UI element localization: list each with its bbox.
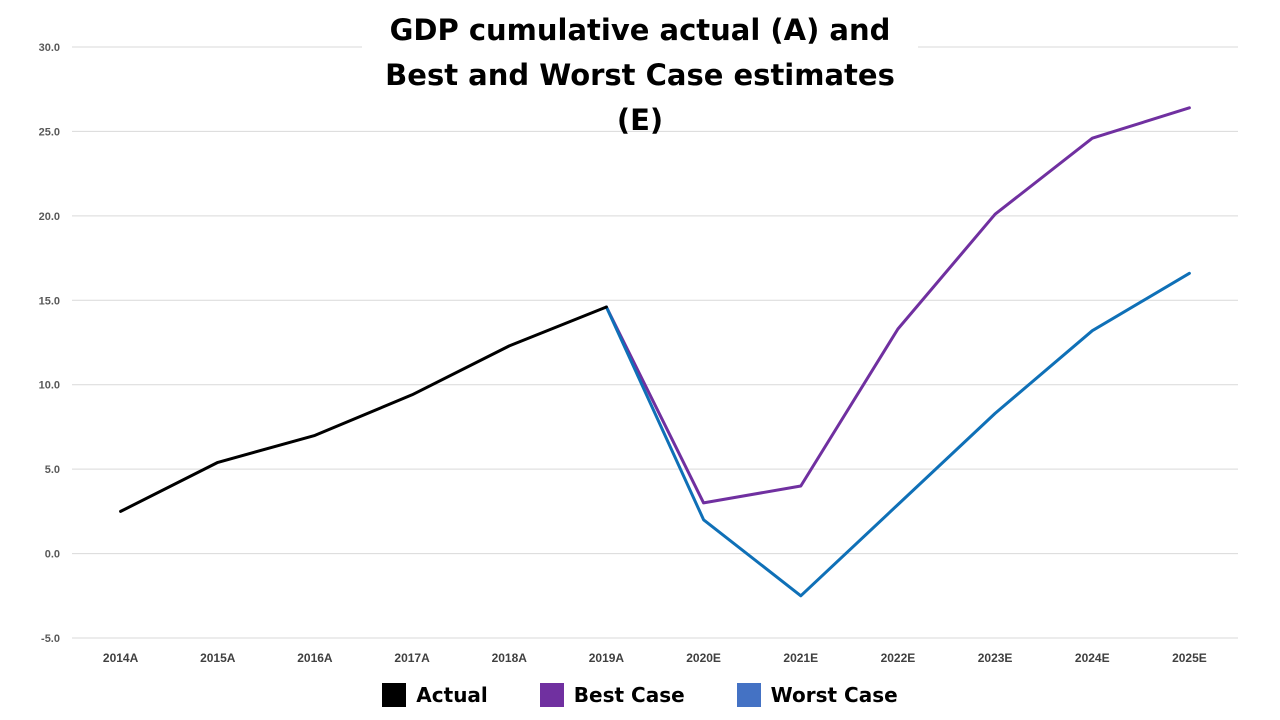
chart-title-line-2: Best and Worst Case estimates (E) — [385, 58, 895, 137]
y-tick-label: 25.0 — [39, 126, 60, 138]
x-axis-ticks: 2014A 2015A 2016A 2017A 2018A 2019A 2020E 2021E… — [103, 651, 1207, 665]
y-tick-label: 30.0 — [39, 42, 60, 54]
legend: Actual Best Case Worst Case — [0, 678, 1280, 712]
legend-item-best-case: Best Case — [539, 683, 685, 707]
x-tick-label: 2017A — [394, 651, 430, 665]
y-tick-label: 5.0 — [45, 464, 60, 476]
legend-item-worst-case: Worst Case — [736, 683, 898, 707]
legend-swatch-best-case — [539, 683, 564, 707]
x-tick-label: 2016A — [297, 651, 333, 665]
x-tick-label: 2018A — [492, 651, 528, 665]
x-tick-label: 2021E — [783, 651, 818, 665]
x-tick-label: 2022E — [881, 651, 916, 665]
title-background — [362, 4, 918, 100]
legend-label-actual: Actual — [416, 683, 488, 707]
x-tick-label: 2025E — [1172, 651, 1207, 665]
legend-swatch-actual — [382, 683, 407, 707]
chart-title-line-1: GDP cumulative actual (A) and — [389, 13, 891, 47]
legend-swatch-worst-case — [736, 683, 761, 707]
x-tick-label: 2015A — [200, 651, 236, 665]
y-axis-ticks: -5.0 0.0 5.0 10.0 15.0 20.0 25.0 30.0 — [39, 42, 60, 645]
y-tick-label: -5.0 — [41, 633, 60, 645]
series-line-worst-case — [604, 271, 1191, 598]
legend-label-best-case: Best Case — [573, 683, 685, 707]
x-tick-label: 2019A — [589, 651, 625, 665]
series-lines — [119, 106, 1191, 598]
series-line-actual — [119, 305, 608, 513]
y-tick-label: 20.0 — [39, 211, 60, 223]
gridlines — [72, 46, 1238, 639]
series-line-best-case — [604, 106, 1191, 505]
x-tick-label: 2024E — [1075, 651, 1110, 665]
x-tick-label: 2020E — [686, 651, 721, 665]
legend-item-actual: Actual — [382, 683, 488, 707]
x-tick-label: 2023E — [978, 651, 1013, 665]
y-tick-label: 10.0 — [39, 380, 60, 392]
legend-label-worst-case: Worst Case — [770, 683, 898, 707]
y-tick-label: 0.0 — [45, 549, 60, 561]
y-tick-label: 15.0 — [39, 295, 60, 307]
x-tick-label: 2014A — [103, 651, 139, 665]
chart-title: GDP cumulative actual (A) and Best and W… — [362, 8, 918, 143]
